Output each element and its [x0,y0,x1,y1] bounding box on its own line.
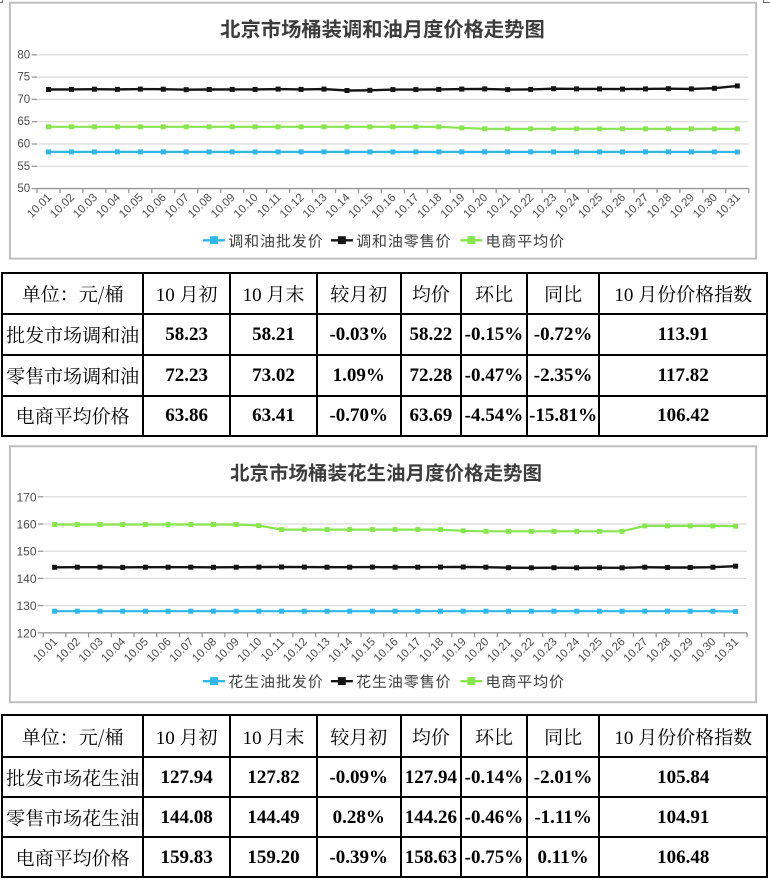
svg-text:北京市场桶装花生油月度价格走势图: 北京市场桶装花生油月度价格走势图 [230,457,542,486]
svg-text:150: 150 [16,545,36,559]
svg-text:电商平均价: 电商平均价 [486,671,566,692]
svg-text:55: 55 [17,161,30,173]
svg-text:北京市场桶装调和油月度价格走势图: 北京市场桶装调和油月度价格走势图 [220,13,545,43]
svg-text:电商平均价: 电商平均价 [486,230,566,251]
svg-text:80: 80 [17,49,30,61]
svg-text:花生油批发价: 花生油批发价 [228,671,323,692]
svg-text:140: 140 [16,572,36,586]
svg-text:花生油零售价: 花生油零售价 [356,671,451,692]
svg-text:170: 170 [16,490,36,504]
svg-text:50: 50 [17,183,30,195]
svg-text:调和油零售价: 调和油零售价 [356,230,451,251]
svg-text:调和油批发价: 调和油批发价 [228,230,323,251]
svg-text:65: 65 [17,116,30,128]
svg-text:75: 75 [17,72,30,84]
svg-text:120: 120 [16,626,36,640]
svg-text:70: 70 [17,94,30,106]
svg-text:130: 130 [16,599,36,613]
svg-text:60: 60 [17,139,30,151]
svg-text:160: 160 [16,518,36,532]
